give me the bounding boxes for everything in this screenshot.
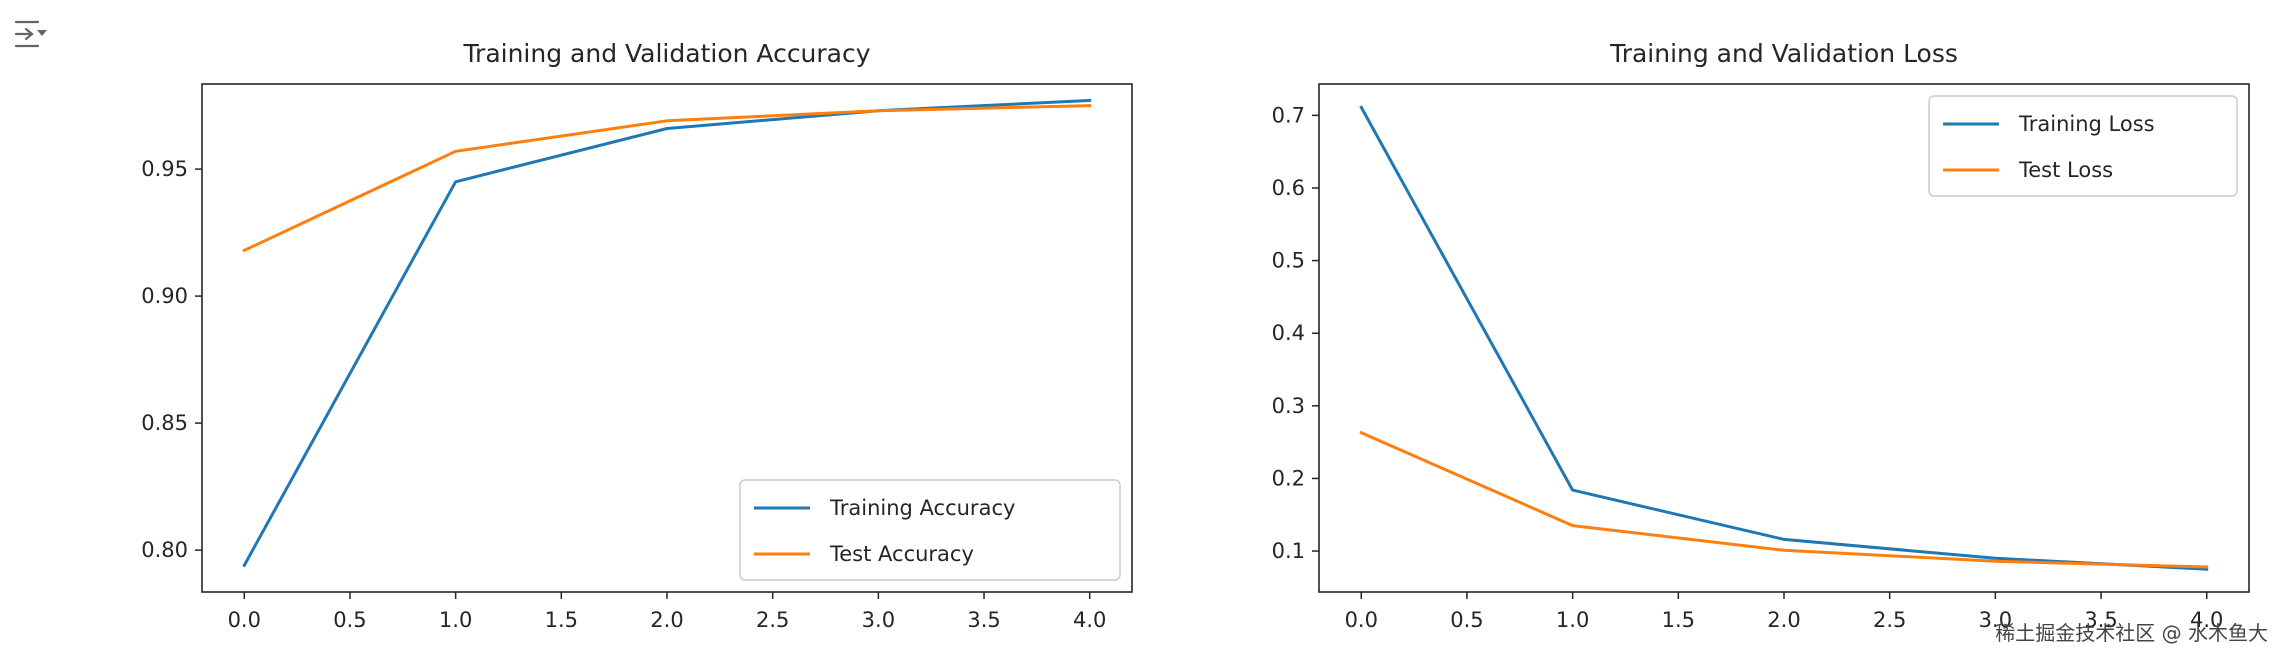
x-tick-label: 2.0 bbox=[1767, 608, 1800, 632]
x-tick-label: 0.5 bbox=[333, 608, 366, 632]
x-tick-label: 2.5 bbox=[1873, 608, 1906, 632]
chart-title: Training and Validation Accuracy bbox=[462, 39, 870, 68]
chart-title: Training and Validation Loss bbox=[1609, 39, 1958, 68]
y-tick-label: 0.5 bbox=[1272, 249, 1305, 273]
y-tick-label: 0.90 bbox=[141, 284, 188, 308]
y-tick-label: 0.85 bbox=[141, 411, 188, 435]
legend-label: Test Loss bbox=[2018, 158, 2113, 182]
watermark: 稀土掘金技术社区 @ 水木鱼大 bbox=[1995, 621, 2268, 645]
x-tick-label: 1.0 bbox=[1556, 608, 1589, 632]
legend-label: Test Accuracy bbox=[829, 542, 974, 566]
x-tick-label: 2.0 bbox=[650, 608, 683, 632]
y-tick-label: 0.3 bbox=[1272, 394, 1305, 418]
series-line-training bbox=[242, 98, 1092, 568]
legend-label: Training Loss bbox=[2018, 112, 2155, 136]
y-tick-label: 0.80 bbox=[141, 538, 188, 562]
x-tick-label: 4.0 bbox=[1073, 608, 1106, 632]
output-collapse-icon[interactable] bbox=[12, 16, 48, 52]
x-tick-label: 0.0 bbox=[228, 608, 261, 632]
accuracy-chart: Training and Validation Accuracy 0.0 0.5 1.… bbox=[141, 39, 1133, 632]
x-tick-label: 1.5 bbox=[1662, 608, 1695, 632]
x-tick-label: 1.0 bbox=[439, 608, 472, 632]
legend-box bbox=[739, 479, 1121, 581]
plot-frame bbox=[201, 83, 1133, 593]
series-line-test bbox=[1359, 430, 2209, 569]
y-tick-label: 0.2 bbox=[1272, 466, 1305, 490]
x-tick-label: 2.5 bbox=[756, 608, 789, 632]
x-tick-label: 1.5 bbox=[545, 608, 578, 632]
x-tick-label: 0.5 bbox=[1450, 608, 1483, 632]
x-tick-label: 3.0 bbox=[862, 608, 895, 632]
y-tick-label: 0.7 bbox=[1272, 103, 1305, 127]
y-tick-label: 0.1 bbox=[1272, 539, 1305, 563]
legend-label: Training Accuracy bbox=[829, 496, 1015, 520]
x-tick-label: 3.0 bbox=[1979, 608, 2012, 632]
series-line-test bbox=[242, 104, 1092, 253]
loss-chart: Training and Validation Loss 0.0 0.5 1.0 1.5… bbox=[1272, 39, 2250, 632]
x-tick-label: 4.0 bbox=[2190, 608, 2223, 632]
y-tick-label: 0.6 bbox=[1272, 176, 1305, 200]
x-tick-label: 0.0 bbox=[1345, 608, 1378, 632]
plot-frame bbox=[1318, 83, 2250, 593]
y-tick-label: 0.4 bbox=[1272, 321, 1305, 345]
x-tick-label: 3.5 bbox=[967, 608, 1000, 632]
x-tick-label: 3.5 bbox=[2084, 608, 2117, 632]
y-tick-label: 0.95 bbox=[141, 157, 188, 181]
legend-box bbox=[1928, 95, 2238, 197]
